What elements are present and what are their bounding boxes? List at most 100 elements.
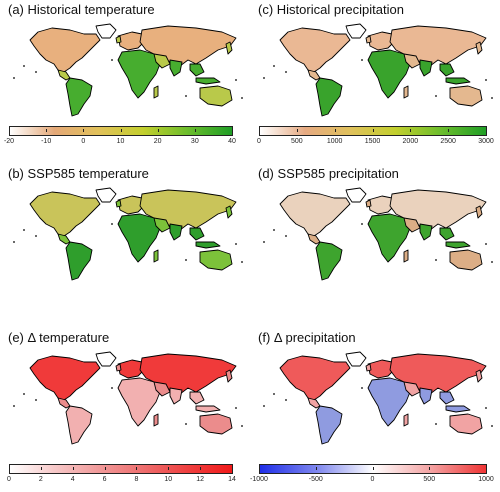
landmass-japan [225,369,233,383]
landmass-northAmerica [29,27,101,73]
colorbar-tick-label: 40 [228,138,236,145]
world-map [13,187,243,281]
landmass-seAsia [189,391,205,405]
island-dot [185,423,187,425]
panel-title: (d) SSP585 precipitation [258,166,399,181]
colorbar-tick [104,467,106,470]
landmass-indonesia [445,405,471,413]
landmass-europe [117,195,145,215]
landmass-madagascar [153,413,159,427]
colorbar-tick [194,129,196,132]
landmass-madagascar [153,249,159,263]
colorbar-tick [429,467,431,470]
colorbar-tick [168,467,170,470]
island-dot [241,261,243,263]
island-dot [185,259,187,261]
island-dot [13,241,15,243]
island-dot [241,97,243,99]
landmass-australia [449,249,483,271]
landmass-northAmerica [279,355,351,401]
island-dot [13,405,15,407]
landmass-centralAmerica [57,397,71,409]
colorbar-tick-label: 14 [228,476,236,483]
landmass-indonesia [195,77,221,85]
panel-delta-precipitation: (f) Δ precipitation -1000 -500 0 500 1000 [250,328,500,492]
colorbar-tick-label: 2500 [440,138,456,145]
colorbar-tick-label: 500 [423,476,436,483]
colorbar-tick [136,467,138,470]
colorbar-tick-label: 3000 [478,138,494,145]
landmass-europe [117,359,145,379]
colorbar-tick [334,129,336,132]
colorbar-tick [72,467,74,470]
colorbar-tick-label: 2000 [402,138,419,145]
landmass-indonesia [195,241,221,249]
landmass-madagascar [403,85,409,99]
landmass-india [169,59,183,77]
island-dot [361,387,363,389]
colorbar-tick [315,467,317,470]
island-dot [263,241,265,243]
landmass-centralAmerica [307,69,321,81]
colorbar-tick [372,129,374,132]
landmass-india [419,223,433,241]
landmass-greenland [95,23,117,39]
colorbar-tick-label: 0 [370,476,375,483]
colorbar-tick-label: 2 [38,476,43,483]
colorbar-tick [200,467,202,470]
landmass-madagascar [403,249,409,263]
colorbar-tick [40,467,42,470]
island-dot [285,71,287,73]
colorbar-tick [259,129,260,132]
landmass-uk [115,35,122,44]
landmass-northAmerica [279,27,351,73]
landmass-southAmerica [315,405,343,445]
colorbar-tick-label: 10 [164,476,173,483]
landmass-indonesia [445,77,471,85]
landmass-centralAmerica [57,233,71,245]
island-dot [273,229,275,231]
panel-title: (e) Δ temperature [8,330,110,345]
landmass-madagascar [153,85,159,99]
landmass-seAsia [189,63,205,77]
panel-ssp585-precipitation: (d) SSP585 precipitation [250,164,500,328]
landmass-arabia [153,381,171,397]
island-dot [485,407,487,409]
landmass-australia [449,413,483,435]
island-dot [235,243,237,245]
island-dot [491,425,493,427]
island-dot [35,71,37,73]
landmass-greenland [345,23,367,39]
panel-title: (c) Historical precipitation [258,2,404,17]
landmass-greenland [95,351,117,367]
island-dot [485,243,487,245]
colorbar-tick-label: 1500 [364,138,381,145]
landmass-centralAmerica [307,233,321,245]
landmass-indonesia [445,241,471,249]
colorbar-tick-label: 10 [116,138,125,145]
panel-delta-temperature: (e) Δ temperature 0 2 4 6 8 10 12 14 [0,328,250,492]
colorbar-tick [232,129,233,132]
landmass-greenland [345,187,367,203]
colorbar-tick-label: 0 [257,138,261,145]
island-dot [23,65,25,67]
landmass-japan [225,41,233,55]
colorbar-tick [120,129,122,132]
island-dot [273,393,275,395]
landmass-india [419,387,433,405]
colorbar-tick-label: 0 [81,138,86,145]
colorbar-tick [296,129,298,132]
island-dot [273,65,275,67]
landmass-india [169,387,183,405]
world-map [263,23,493,117]
island-dot [35,235,37,237]
landmass-seAsia [439,391,455,405]
colorbar-tick-label: -1000 [250,476,268,483]
landmass-centralAmerica [57,69,71,81]
island-dot [361,59,363,61]
island-dot [111,59,113,61]
landmass-europe [367,31,395,51]
landmass-uk [365,199,372,208]
island-dot [235,79,237,81]
landmass-uk [115,199,122,208]
